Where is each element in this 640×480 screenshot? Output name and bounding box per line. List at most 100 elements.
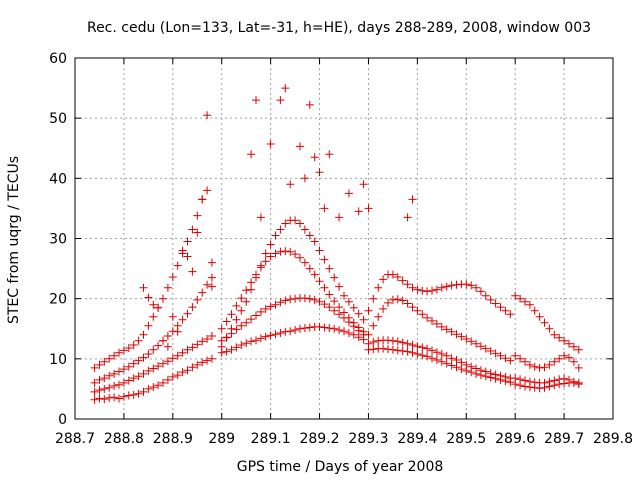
data-points — [90, 84, 583, 404]
data-point — [525, 377, 534, 386]
data-point — [178, 246, 187, 255]
data-point — [286, 180, 295, 189]
data-point — [354, 323, 363, 332]
data-point — [286, 295, 295, 304]
data-point — [403, 299, 412, 308]
data-point — [545, 360, 554, 369]
data-point — [437, 357, 446, 366]
data-point — [379, 275, 388, 284]
data-point — [149, 364, 158, 373]
data-point — [315, 277, 324, 286]
data-point — [300, 294, 309, 303]
data-point — [447, 327, 456, 336]
data-point — [428, 286, 436, 295]
data-point — [335, 310, 344, 319]
data-point — [516, 354, 525, 363]
data-point — [340, 327, 348, 336]
data-point — [291, 294, 300, 303]
data-point — [349, 330, 358, 339]
data-point — [364, 306, 373, 315]
data-point — [207, 258, 216, 267]
data-point — [247, 315, 256, 324]
data-point — [432, 348, 441, 357]
data-point — [359, 180, 368, 189]
data-point — [315, 297, 324, 306]
data-point — [193, 360, 202, 369]
data-point — [119, 346, 128, 355]
data-point — [163, 342, 172, 351]
data-point — [266, 302, 275, 311]
data-point — [423, 344, 432, 353]
data-point — [203, 335, 212, 343]
data-point — [100, 357, 109, 366]
data-point — [315, 246, 324, 255]
data-point — [398, 347, 407, 355]
data-point — [369, 338, 378, 346]
data-point — [476, 342, 485, 351]
data-point — [320, 255, 329, 264]
data-point — [525, 300, 534, 309]
data-point — [325, 324, 334, 333]
data-point — [516, 294, 525, 303]
data-point — [203, 356, 212, 365]
data-point — [310, 295, 319, 304]
y-tick-label: 60 — [49, 51, 67, 67]
data-point — [247, 337, 256, 346]
data-point — [472, 339, 481, 348]
data-point — [574, 380, 583, 389]
data-point — [281, 219, 290, 228]
data-point — [413, 342, 422, 351]
data-point — [237, 321, 246, 330]
data-point — [105, 354, 114, 363]
data-point — [511, 351, 520, 360]
data-point — [501, 372, 510, 381]
data-point — [232, 325, 241, 334]
axis-ticks — [74, 57, 614, 420]
data-point — [565, 375, 573, 384]
data-point — [437, 322, 446, 331]
data-point — [555, 354, 564, 363]
data-point — [437, 350, 446, 358]
data-point — [168, 312, 177, 321]
data-point — [418, 343, 427, 352]
data-point — [217, 342, 226, 351]
data-point — [569, 357, 578, 366]
data-point — [281, 327, 290, 336]
data-point — [134, 389, 143, 398]
data-point — [467, 281, 476, 290]
data-point — [115, 380, 123, 389]
data-point — [452, 280, 461, 289]
data-point — [188, 225, 197, 234]
data-point — [183, 309, 192, 318]
data-point — [330, 324, 339, 333]
data-point — [154, 341, 163, 350]
data-point — [207, 273, 216, 282]
data-point — [501, 306, 510, 315]
data-point — [521, 297, 529, 306]
data-point — [428, 316, 436, 325]
data-point — [560, 336, 569, 345]
data-point — [173, 371, 182, 380]
data-point — [193, 295, 202, 304]
data-point — [467, 362, 476, 371]
y-tick-label: 10 — [49, 352, 67, 368]
data-point — [501, 354, 510, 363]
data-point — [447, 361, 456, 370]
data-point — [168, 354, 177, 363]
data-point — [403, 347, 412, 356]
data-point — [271, 330, 280, 339]
data-point — [139, 283, 148, 292]
data-point — [90, 363, 99, 372]
data-point — [506, 356, 515, 365]
data-point — [252, 96, 260, 105]
data-point — [374, 283, 383, 292]
data-point — [95, 360, 104, 369]
data-point — [340, 308, 348, 317]
data-point — [349, 318, 358, 327]
x-tick-label: 289 — [208, 431, 235, 447]
data-point — [139, 353, 148, 362]
data-point — [110, 351, 119, 360]
data-point — [124, 376, 133, 385]
data-point — [100, 395, 109, 404]
data-point — [491, 349, 500, 358]
